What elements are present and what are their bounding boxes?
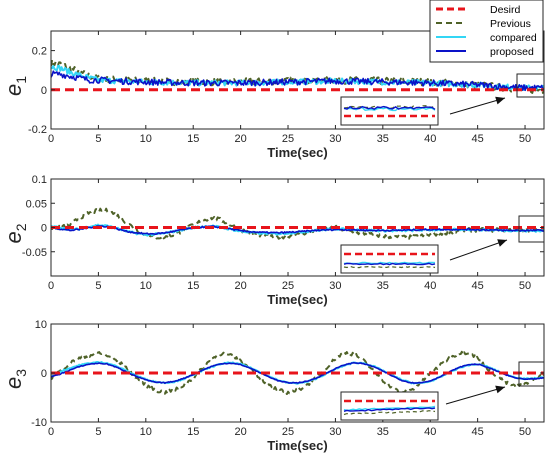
chart-panel-1: 0 5 10 15 20 25 30 35 40 45 50-0.200.2Time(sec)e1D…: [1, 0, 545, 160]
y-tick-label: -10: [31, 417, 47, 429]
inset-box: [340, 96, 439, 126]
y-axis-label-main: e: [1, 231, 26, 243]
legend: Desird Previous compared proposed: [429, 0, 544, 63]
zoom-arrow: [445, 386, 506, 405]
inset-zoom: [340, 96, 439, 126]
x-tick-label: 20: [234, 426, 246, 438]
x-tick-label: 25: [282, 133, 294, 145]
x-tick-label: 20: [234, 133, 246, 145]
inset-line-previous: [343, 265, 436, 269]
y-tick-label: 0.05: [26, 198, 47, 210]
inset-zoom: [340, 244, 439, 274]
y-tick-label: -0.2: [28, 124, 47, 136]
inset-zoom: [340, 391, 439, 421]
x-tick-label: 45: [472, 280, 484, 292]
x-tick-label: 30: [329, 133, 341, 145]
y-axis-label-main: e: [1, 377, 26, 389]
inset-line-previous: [343, 104, 436, 109]
x-tick-label: 10: [140, 133, 152, 145]
zoom-region-box: [518, 361, 545, 387]
x-tick-label: 35: [377, 426, 389, 438]
x-tick-label: 15: [187, 133, 199, 145]
plot-area: [51, 207, 544, 240]
y-axis-label-subscript: 2: [13, 223, 29, 231]
x-tick-label: 5: [95, 280, 101, 292]
y-tick-label: 0.1: [32, 174, 47, 186]
zoom-region-box: [518, 215, 545, 243]
x-tick-label: 15: [187, 280, 199, 292]
y-axis-label-subscript: 1: [13, 76, 29, 84]
x-tick-label: 5: [95, 133, 101, 145]
series-line-proposed: [51, 361, 544, 384]
inset-box: [340, 391, 439, 421]
x-tick-label: 20: [234, 280, 246, 292]
zoom-arrow: [449, 239, 508, 261]
legend-label: Desird: [490, 4, 521, 16]
y-tick-label: 0.2: [32, 46, 47, 58]
x-tick-label: 0: [48, 280, 54, 292]
y-tick-label: 0: [41, 85, 47, 97]
zoom-arrowhead: [495, 96, 505, 105]
x-axis-label: Time(sec): [267, 438, 327, 453]
x-tick-label: 30: [329, 280, 341, 292]
x-tick-label: 50: [519, 133, 531, 145]
y-axis-label: e2: [1, 223, 29, 243]
plot-area: [51, 350, 544, 395]
x-tick-label: 25: [282, 280, 294, 292]
x-tick-label: 50: [519, 280, 531, 292]
x-tick-label: 40: [424, 280, 436, 292]
zoom-arrow: [449, 97, 506, 115]
inset-line-previous: [343, 410, 436, 416]
y-axis-label-subscript: 3: [13, 369, 29, 377]
x-tick-label: 10: [140, 280, 152, 292]
x-tick-label: 50: [519, 426, 531, 438]
x-tick-label: 35: [377, 133, 389, 145]
zoom-arrowhead: [495, 385, 505, 394]
x-tick-label: 45: [472, 426, 484, 438]
zoom-region-box: [516, 73, 545, 98]
x-axis-label: Time(sec): [267, 292, 327, 307]
chart-panel-2: 0 5 10 15 20 25 30 35 40 45 50 -0.05 0 0.05 0.1 Time(se…: [1, 174, 545, 307]
legend-label: Previous: [490, 18, 531, 30]
inset-line-compared: [343, 261, 436, 265]
y-tick-label: -0.05: [22, 247, 47, 259]
y-axis-label: e3: [1, 369, 29, 389]
legend-label: compared: [490, 32, 537, 44]
legend-label: proposed: [490, 46, 534, 58]
plot-area: [51, 58, 544, 94]
inset-line-proposed: [343, 262, 436, 266]
x-tick-label: 40: [424, 426, 436, 438]
y-axis-label: e1: [1, 76, 29, 96]
y-tick-label: 0: [41, 223, 47, 235]
y-tick-label: 0: [41, 368, 47, 380]
series-line-compared: [51, 64, 544, 91]
x-tick-label: 30: [329, 426, 341, 438]
y-axis-label-main: e: [1, 84, 26, 96]
x-tick-label: 15: [187, 426, 199, 438]
inset-line-compared: [343, 405, 436, 412]
series-line-proposed: [51, 70, 544, 92]
y-tick-label: 10: [35, 319, 47, 331]
x-tick-label: 0: [48, 133, 54, 145]
inset-box: [340, 244, 439, 274]
x-axis-label: Time(sec): [267, 145, 327, 160]
inset-line-proposed: [343, 105, 436, 110]
x-tick-label: 35: [377, 280, 389, 292]
inset-line-proposed: [343, 407, 436, 412]
zoom-arrowhead: [497, 239, 507, 247]
x-tick-label: 0: [48, 426, 54, 438]
x-tick-label: 10: [140, 426, 152, 438]
x-tick-label: 45: [472, 133, 484, 145]
x-tick-label: 5: [95, 426, 101, 438]
x-tick-label: 25: [282, 426, 294, 438]
x-tick-label: 40: [424, 133, 436, 145]
